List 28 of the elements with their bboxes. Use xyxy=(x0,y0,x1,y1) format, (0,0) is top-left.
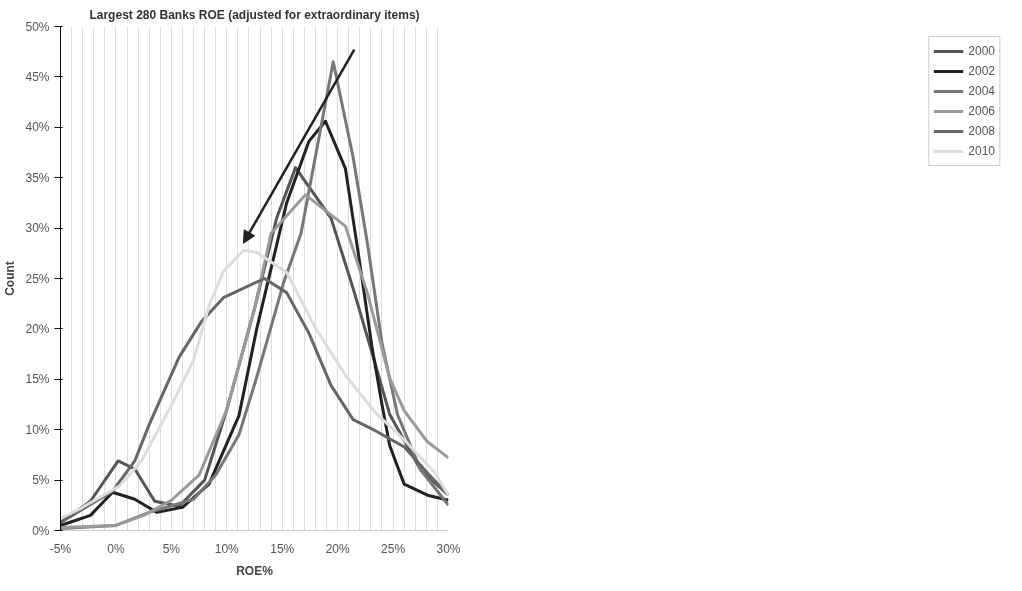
x-axis-title: ROE% xyxy=(236,563,274,578)
x-tick-label: 30% xyxy=(436,541,461,556)
y-tick-label: 20% xyxy=(25,321,50,336)
y-tick-label: 25% xyxy=(25,271,50,286)
y-tick-label: 0% xyxy=(32,523,50,538)
y-tick-label: 5% xyxy=(32,473,50,488)
legend-label: 2008 xyxy=(968,124,995,138)
legend-label: 2002 xyxy=(968,64,995,78)
legend-label: 2000 xyxy=(968,44,995,58)
y-tick-label: 50% xyxy=(25,19,50,34)
x-tick-label: 25% xyxy=(381,541,406,556)
x-tick-label: 5% xyxy=(162,541,181,556)
x-tick-label: 20% xyxy=(325,541,350,556)
x-tick-label: 15% xyxy=(270,541,295,556)
x-tick-label: 10% xyxy=(214,541,240,556)
x-tick-label: -5% xyxy=(49,541,72,556)
x-tick-label: 0% xyxy=(107,541,125,556)
chart-title: Largest 280 Banks ROE (adjusted for extraordinary items) xyxy=(89,7,420,22)
legend-label: 2006 xyxy=(968,104,995,118)
y-tick-label: 40% xyxy=(25,120,50,135)
legend-label: 2004 xyxy=(968,84,995,98)
y-axis-title: Count xyxy=(3,261,18,296)
y-tick-label: 35% xyxy=(25,170,50,185)
y-tick-label: 10% xyxy=(25,422,50,437)
legend-label: 2010 xyxy=(968,144,995,158)
y-tick-label: 15% xyxy=(25,372,50,387)
y-tick-label: 45% xyxy=(25,69,50,84)
y-tick-label: 30% xyxy=(25,221,50,236)
